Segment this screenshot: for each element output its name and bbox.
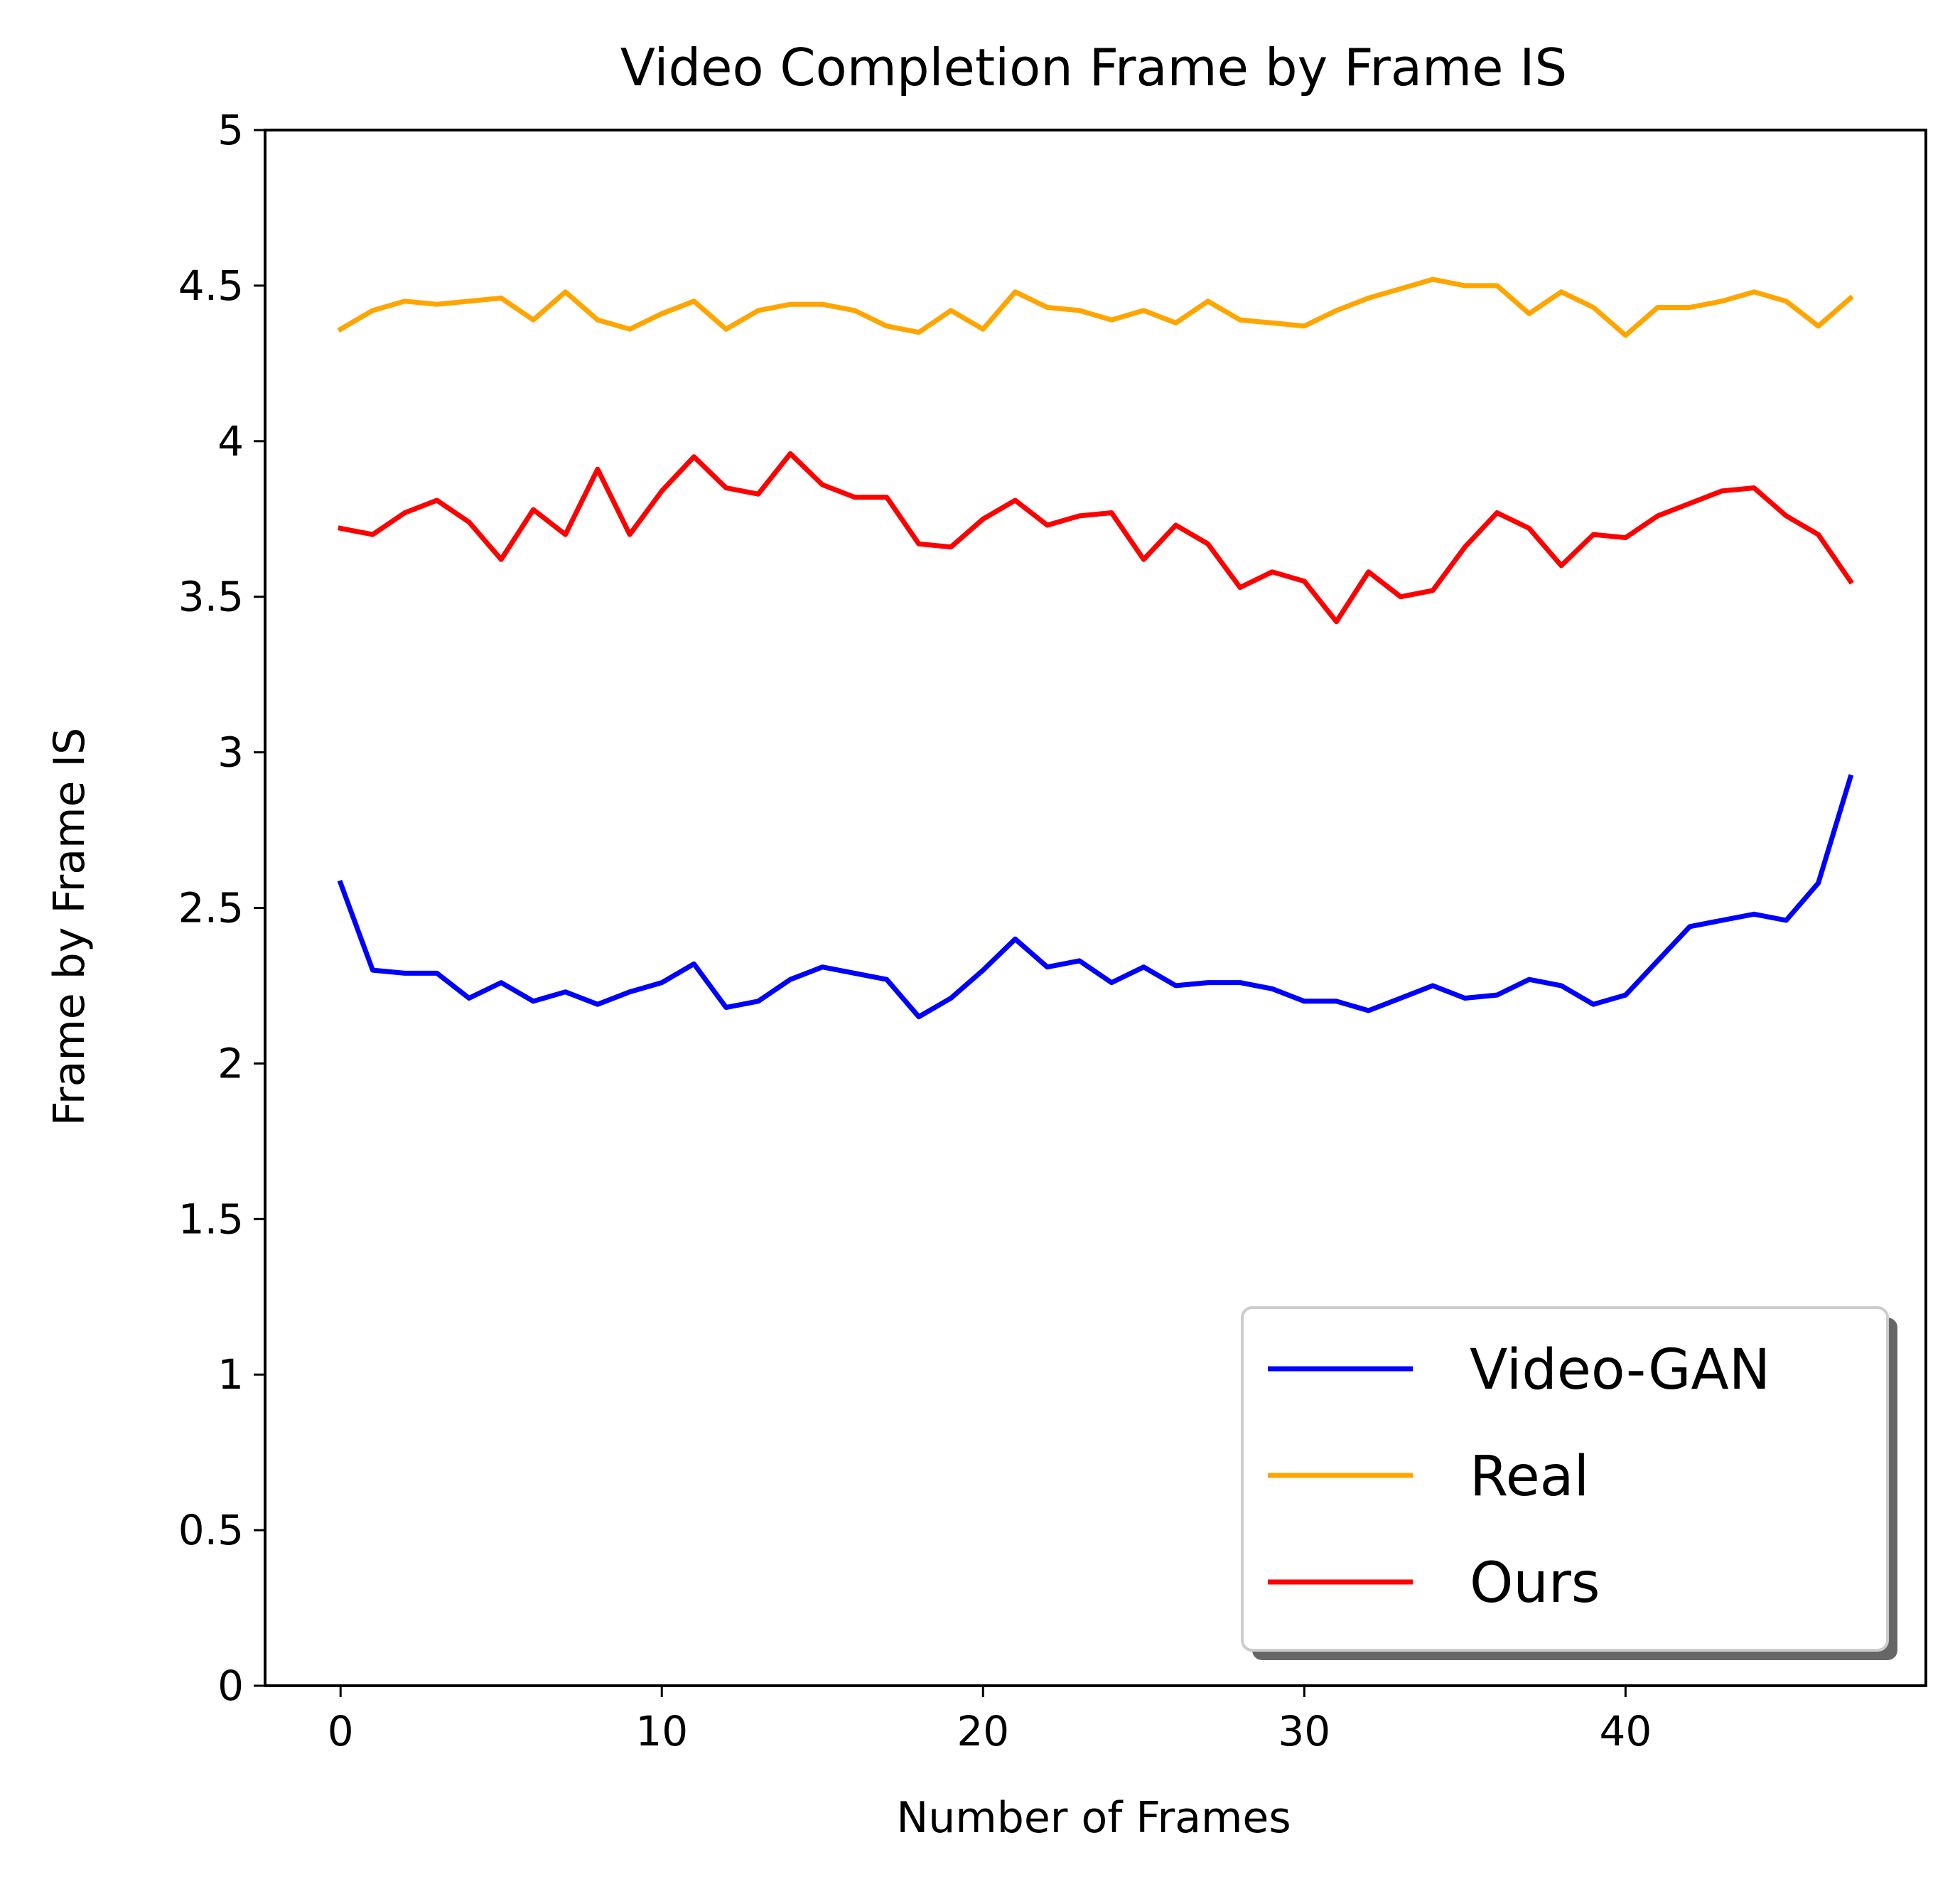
legend: Video-GAN Real Ours [1241,1306,1897,1660]
y-tick-label: 0 [217,1662,244,1710]
y-tick-label: 3.5 [178,573,244,621]
chart-title: Video Completion Frame by Frame IS [620,38,1567,97]
y-tick-label: 2.5 [178,884,244,932]
legend-box [1241,1306,1889,1652]
y-tick-label: 1 [217,1350,244,1399]
y-tick-label: 4.5 [178,262,244,310]
x-tick-label: 40 [1599,1707,1652,1755]
series-line-ours [338,451,1854,625]
y-tick-label: 3 [217,728,244,777]
legend-label: Ours [1470,1551,1600,1615]
y-tick-label: 5 [217,106,244,154]
y-axis-title: Frame by Frame IS [45,728,95,1126]
y-tick-label: 2 [217,1039,244,1087]
x-axis-title: Number of Frames [896,1793,1291,1843]
x-tick-label: 30 [1278,1707,1330,1755]
y-axis: 0 0.5 1 1.5 2 2.5 3 3.5 4 4.5 5 [178,106,265,1710]
x-axis: 0 10 20 30 40 [328,1686,1652,1755]
series-layer [337,276,1854,1020]
x-tick-label: 20 [957,1707,1009,1755]
legend-label: Real [1470,1445,1589,1509]
x-tick-label: 0 [328,1707,354,1755]
series-line-video-gan [337,774,1854,1020]
legend-label: Video-GAN [1470,1338,1770,1402]
x-tick-label: 10 [635,1707,688,1755]
y-tick-label: 0.5 [178,1506,244,1554]
y-tick-label: 4 [217,417,244,465]
series-line-real [337,276,1854,338]
y-tick-label: 1.5 [178,1195,244,1243]
